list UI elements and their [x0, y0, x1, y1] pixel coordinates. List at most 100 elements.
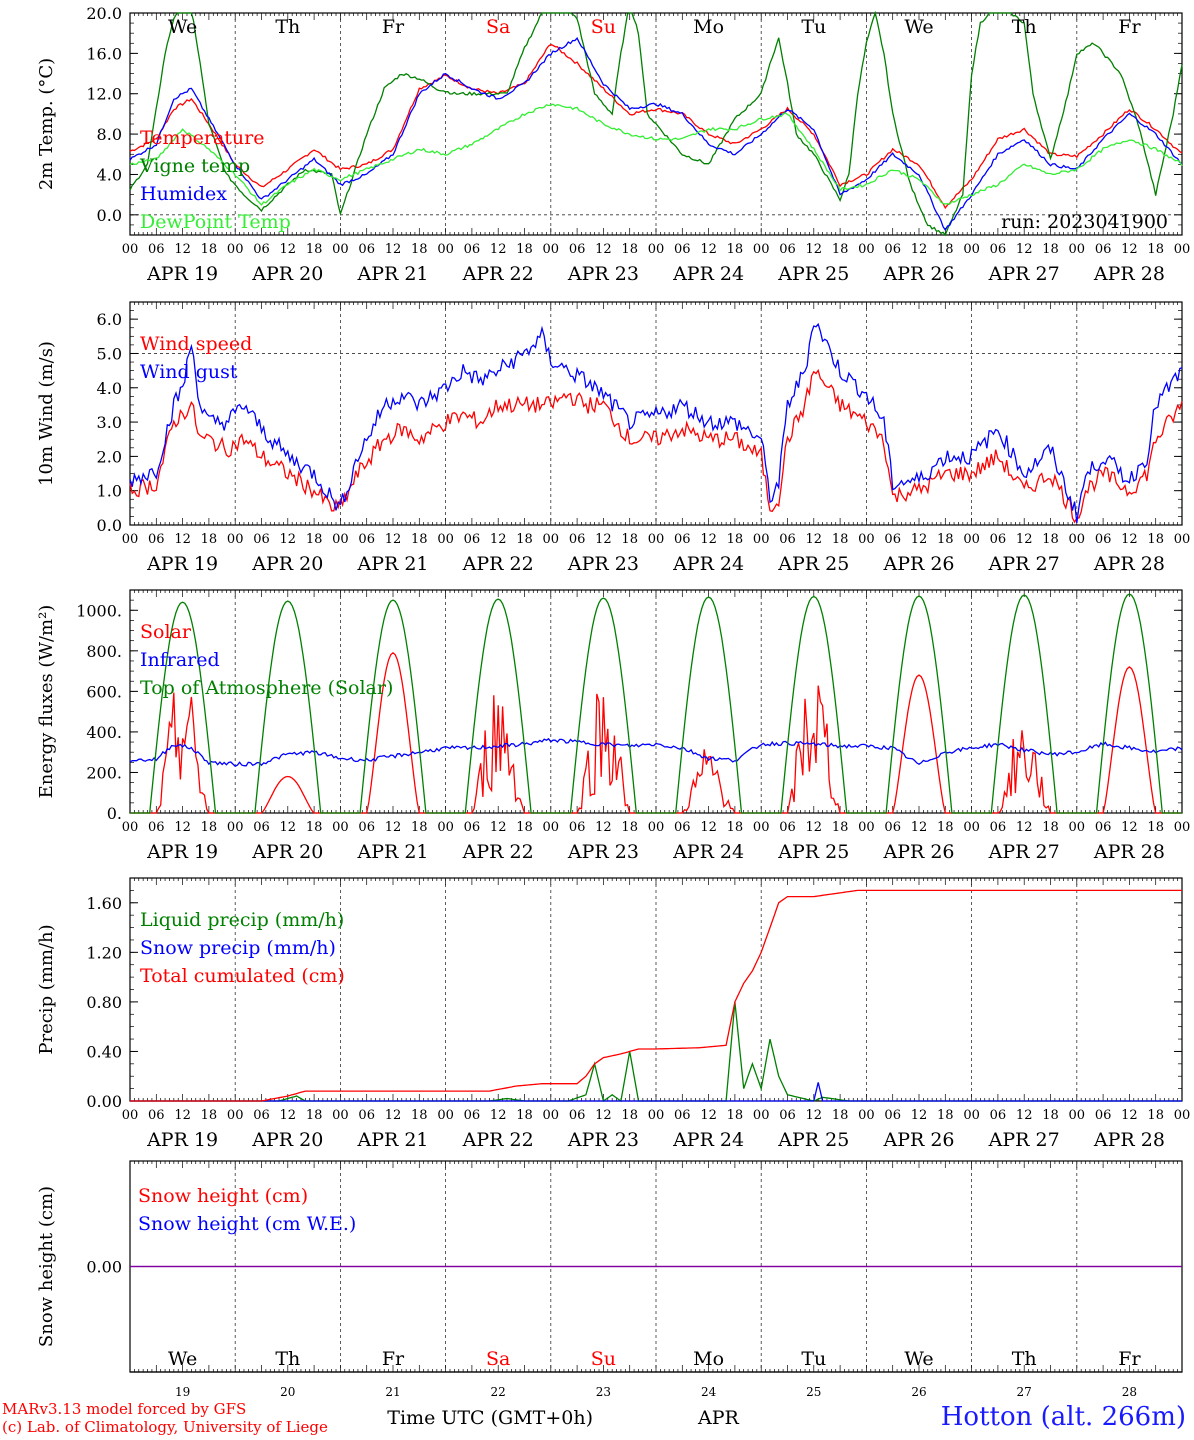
- series-line-total-cumulated-cm-: [130, 889, 1182, 1102]
- x-date-label: APR 23: [567, 553, 639, 575]
- x-hour-label: 06: [464, 820, 481, 835]
- x-date-label: APR 24: [672, 263, 744, 285]
- x-hour-label: 18: [937, 242, 954, 257]
- x-hour-label: 00: [753, 1108, 770, 1123]
- x-hour-label: 00: [963, 820, 980, 835]
- x-hour-label: 00: [648, 1108, 665, 1123]
- credit-line-1: MARv3.13 model forced by GFS: [2, 1400, 247, 1418]
- x-hour-label: 12: [806, 532, 823, 547]
- legend-snow-height-cm-w-e-: Snow height (cm W.E.): [138, 1213, 356, 1235]
- x-date-label: APR 28: [1093, 263, 1165, 285]
- x-date-label: APR 21: [356, 841, 428, 863]
- legend-humidex: Humidex: [140, 183, 227, 205]
- day-name-bottom: Th: [275, 1348, 300, 1370]
- day-number: 25: [806, 1385, 821, 1399]
- day-number: 21: [385, 1385, 400, 1399]
- x-hour-label: 18: [1147, 532, 1164, 547]
- x-hour-label: 18: [621, 242, 638, 257]
- y-tick-label: 600.: [86, 682, 122, 701]
- x-hour-label: 00: [1069, 820, 1086, 835]
- y-tick-label: 12.0: [86, 85, 122, 104]
- series-line-top-of-atmosphere-solar-: [130, 593, 1182, 814]
- x-hour-label: 00: [332, 242, 349, 257]
- x-date-label: APR 19: [146, 553, 218, 575]
- x-date-label: APR 19: [146, 1129, 218, 1151]
- y-tick-label: 800.: [86, 642, 122, 661]
- x-date-label: APR 25: [777, 1129, 849, 1151]
- x-hour-label: 06: [884, 1108, 901, 1123]
- x-hour-label: 18: [411, 820, 428, 835]
- x-hour-label: 00: [1069, 532, 1086, 547]
- x-hour-label: 06: [990, 1108, 1007, 1123]
- x-hour-label: 00: [648, 532, 665, 547]
- x-hour-label: 12: [385, 820, 402, 835]
- x-hour-label: 06: [358, 242, 375, 257]
- run-label: run: 2023041900: [1001, 211, 1168, 233]
- x-hour-label: 18: [727, 1108, 744, 1123]
- x-date-label: APR 23: [567, 841, 639, 863]
- x-hour-label: 00: [437, 532, 454, 547]
- x-hour-label: 06: [779, 820, 796, 835]
- x-date-label: APR 24: [672, 1129, 744, 1151]
- series-line-infrared: [129, 737, 1183, 767]
- x-hour-label: 18: [937, 1108, 954, 1123]
- x-hour-label: 12: [490, 242, 507, 257]
- x-hour-label: 18: [1147, 242, 1164, 257]
- x-hour-label: 00: [437, 242, 454, 257]
- x-hour-label: 12: [174, 1108, 191, 1123]
- x-hour-label: 06: [569, 532, 586, 547]
- x-hour-label: 06: [990, 820, 1007, 835]
- x-hour-label: 06: [1095, 242, 1112, 257]
- x-date-label: APR 25: [777, 553, 849, 575]
- x-hour-label: 06: [148, 1108, 165, 1123]
- x-hour-label: 12: [1016, 532, 1033, 547]
- y-tick-label: 1.0: [97, 482, 122, 501]
- x-hour-label: 06: [674, 532, 691, 547]
- x-date-label: APR 22: [462, 841, 534, 863]
- x-date-label: APR 19: [146, 841, 218, 863]
- x-date-label: APR 25: [777, 841, 849, 863]
- x-hour-label: 12: [1121, 1108, 1138, 1123]
- x-hour-label: 06: [674, 242, 691, 257]
- x-date-label: APR 20: [251, 1129, 323, 1151]
- x-hour-label: 18: [201, 532, 218, 547]
- day-name-top: Su: [591, 16, 616, 38]
- y-tick-label: 0.00: [86, 1092, 122, 1111]
- x-hour-label: 12: [490, 532, 507, 547]
- x-hour-label: 06: [569, 242, 586, 257]
- y-tick-label: 4.0: [97, 165, 122, 184]
- legend-top-of-atmosphere-solar-: Top of Atmosphere (Solar): [140, 677, 393, 699]
- x-hour-label: 00: [122, 242, 139, 257]
- x-hour-label: 12: [1121, 242, 1138, 257]
- credit-line-2: (c) Lab. of Climatology, University of L…: [2, 1418, 328, 1436]
- day-number: 27: [1017, 1385, 1032, 1399]
- x-date-label: APR 25: [777, 263, 849, 285]
- x-hour-label: 06: [464, 532, 481, 547]
- x-hour-label: 00: [753, 532, 770, 547]
- legend-solar: Solar: [140, 621, 192, 643]
- day-name-top: Tu: [801, 16, 826, 38]
- day-number: 23: [596, 1385, 611, 1399]
- day-name-top: We: [904, 16, 933, 38]
- x-hour-label: 00: [1069, 1108, 1086, 1123]
- x-hour-label: 12: [280, 820, 297, 835]
- x-hour-label: 18: [306, 242, 323, 257]
- y-tick-label: 20.0: [86, 4, 122, 23]
- x-date-label: APR 24: [672, 841, 744, 863]
- x-date-label: APR 20: [251, 553, 323, 575]
- x-hour-label: 06: [253, 1108, 270, 1123]
- series-line-wind-gust: [129, 322, 1183, 523]
- x-hour-label: 00: [437, 1108, 454, 1123]
- x-hour-label: 06: [148, 532, 165, 547]
- x-hour-label: 06: [464, 242, 481, 257]
- y-tick-label: 6.0: [97, 310, 122, 329]
- y-tick-label: 400.: [86, 723, 122, 742]
- x-hour-label: 18: [201, 242, 218, 257]
- x-date-label: APR 21: [356, 1129, 428, 1151]
- x-hour-label: 18: [727, 242, 744, 257]
- x-hour-label: 12: [1016, 820, 1033, 835]
- x-hour-label: 18: [1042, 820, 1059, 835]
- day-name-bottom: Tu: [801, 1348, 826, 1370]
- legend-infrared: Infrared: [140, 649, 220, 671]
- x-hour-label: 12: [1016, 242, 1033, 257]
